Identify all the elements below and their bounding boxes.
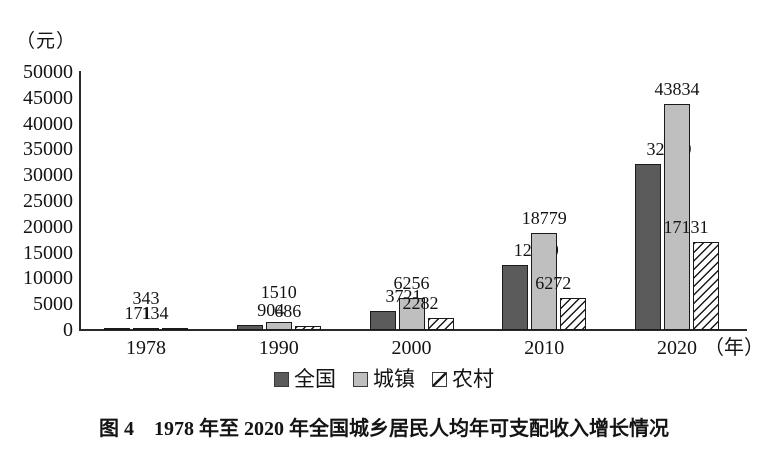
bar-value-label: 6272 (535, 273, 572, 293)
bar-全国-2020 (635, 164, 661, 330)
bar-全国-2010 (502, 265, 529, 330)
bar-value-label: 1510 (260, 282, 297, 302)
y-axis-unit-label: （元） (16, 31, 77, 52)
legend-swatch-icon (432, 371, 447, 387)
y-tick-label: 5000 (33, 293, 73, 316)
y-tick-label: 10000 (23, 267, 73, 290)
y-tick-label: 35000 (23, 138, 73, 161)
legend-swatch-icon (353, 371, 368, 387)
legend-swatch-icon (274, 371, 289, 387)
bar-全国-2000 (369, 311, 396, 330)
x-tick-label: 2010 (524, 337, 565, 359)
bar-value-label: 6256 (393, 273, 430, 293)
bar-value-label: 2282 (402, 293, 439, 313)
bar-城镇-1990 (265, 322, 292, 330)
legend-item-城镇: 城镇 (353, 367, 415, 391)
x-tick-label: 1990 (258, 337, 299, 359)
y-tick-label: 0 (63, 319, 73, 341)
bar-城镇-1978 (133, 328, 159, 330)
bar-value-label: 904 (257, 300, 285, 320)
y-tick-label: 30000 (23, 164, 73, 187)
bar-农村-1978 (162, 328, 188, 330)
bar-农村-2020 (693, 242, 719, 330)
bar-value-label: 18779 (521, 208, 567, 228)
figure-caption: 图 4 1978 年至 2020 年全国城乡居民人均年可支配收入增长情况 (99, 418, 669, 440)
x-axis-unit-label: （年） (704, 337, 764, 359)
legend-label: 城镇 (373, 367, 415, 391)
bar-城镇-2020 (664, 104, 690, 330)
y-tick-label: 15000 (23, 241, 73, 264)
legend-label: 全国 (294, 367, 336, 391)
x-tick-label: 1978 (126, 337, 166, 359)
legend-item-农村: 农村 (432, 367, 494, 391)
y-tick-label: 45000 (23, 86, 73, 109)
bar-value-label: 134 (141, 303, 169, 323)
bar-城镇-2010 (531, 233, 558, 330)
bar-农村-2000 (427, 318, 454, 330)
bar-value-label: 17131 (663, 217, 709, 237)
x-axis-line (79, 329, 747, 331)
chart-legend: 全国 城镇 农村 (0, 366, 768, 392)
bar-全国-1978 (104, 328, 130, 330)
y-tick-label: 40000 (23, 112, 73, 135)
x-tick-label: 2000 (391, 337, 432, 359)
bar-value-label: 343 (132, 288, 160, 308)
y-tick-label: 50000 (23, 61, 73, 83)
bar-全国-1990 (236, 325, 263, 330)
legend-item-全国: 全国 (274, 367, 336, 391)
bar-value-label: 171 (124, 303, 152, 323)
y-tick-label: 25000 (23, 190, 73, 212)
bar-农村-1990 (294, 326, 321, 330)
bar-农村-2010 (560, 298, 587, 330)
x-tick-label: 2020 (657, 337, 697, 359)
bar-value-label: 686 (274, 301, 302, 321)
y-tick-label: 20000 (23, 215, 73, 238)
legend-label: 农村 (452, 367, 494, 391)
y-axis-line (79, 71, 81, 331)
bar-城镇-2000 (398, 298, 425, 330)
bar-value-label: 43834 (654, 79, 700, 99)
